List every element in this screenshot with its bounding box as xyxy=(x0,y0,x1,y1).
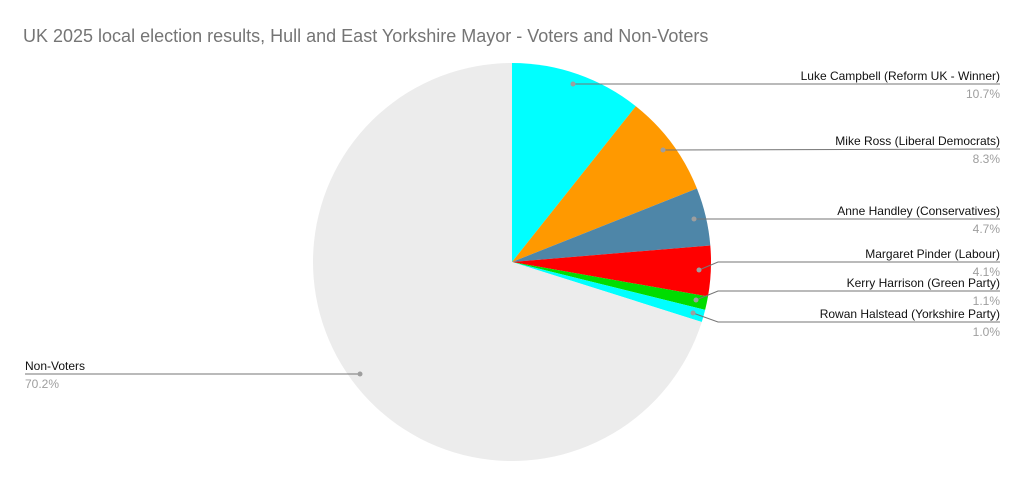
slice-label-text: Mike Ross (Liberal Democrats) xyxy=(835,134,1000,148)
pie-slice-1[interactable] xyxy=(512,106,697,262)
slice-label-text: Luke Campbell (Reform UK - Winner) xyxy=(800,69,1000,83)
pie-slice-2[interactable] xyxy=(512,188,711,262)
leader-dot-2 xyxy=(691,216,697,222)
callout-margaret-pinder: Margaret Pinder (Labour) 4.1% xyxy=(560,247,1000,279)
leader-line-5 xyxy=(692,312,1000,323)
slice-pct-text: 8.3% xyxy=(972,152,1000,166)
slice-label-text: Kerry Harrison (Green Party) xyxy=(846,276,1000,290)
callout-anne-handley: Anne Handley (Conservatives) 4.7% xyxy=(560,204,1000,236)
pie-slice-6[interactable] xyxy=(313,63,702,461)
leader-dot-5 xyxy=(690,310,696,316)
pie-slice-5[interactable] xyxy=(512,262,706,322)
leader-line-4 xyxy=(695,290,1000,301)
slice-label-text: Anne Handley (Conservatives) xyxy=(837,204,1000,218)
pie-slice-4[interactable] xyxy=(512,262,708,310)
slice-pct-text: 4.1% xyxy=(972,265,1000,279)
pie-slice-3[interactable] xyxy=(512,245,711,297)
leader-dot-4 xyxy=(693,297,699,303)
pie-slice-0[interactable] xyxy=(512,63,636,262)
leader-line-1 xyxy=(662,148,1001,151)
callout-luke-campbell: Luke Campbell (Reform UK - Winner) 10.7% xyxy=(560,69,1000,101)
slice-pct-text: 1.0% xyxy=(972,325,1000,339)
slice-pct-text: 4.7% xyxy=(972,222,1000,236)
callout-rowan-halstead: Rowan Halstead (Yorkshire Party) 1.0% xyxy=(560,307,1000,339)
slice-pct-text: 70.2% xyxy=(25,377,60,391)
slice-pct-text: 10.7% xyxy=(965,87,1000,101)
callout-mike-ross: Mike Ross (Liberal Democrats) 8.3% xyxy=(560,134,1000,166)
slice-label-text: Rowan Halstead (Yorkshire Party) xyxy=(819,307,1000,321)
leader-line-3 xyxy=(698,261,1000,271)
slice-label-text: Margaret Pinder (Labour) xyxy=(865,247,1000,261)
callout-kerry-harrison: Kerry Harrison (Green Party) 1.1% xyxy=(560,276,1000,308)
callout-non-voters: Non-Voters 70.2% xyxy=(25,359,365,391)
chart-title: UK 2025 local election results, Hull and… xyxy=(23,26,709,46)
slice-label-text: Non-Voters xyxy=(25,359,86,373)
slice-pct-text: 1.1% xyxy=(972,294,1000,308)
leader-dot-6 xyxy=(357,371,363,377)
leader-dot-3 xyxy=(696,267,702,273)
leader-dot-1 xyxy=(660,147,666,153)
leader-dot-0 xyxy=(570,81,576,87)
